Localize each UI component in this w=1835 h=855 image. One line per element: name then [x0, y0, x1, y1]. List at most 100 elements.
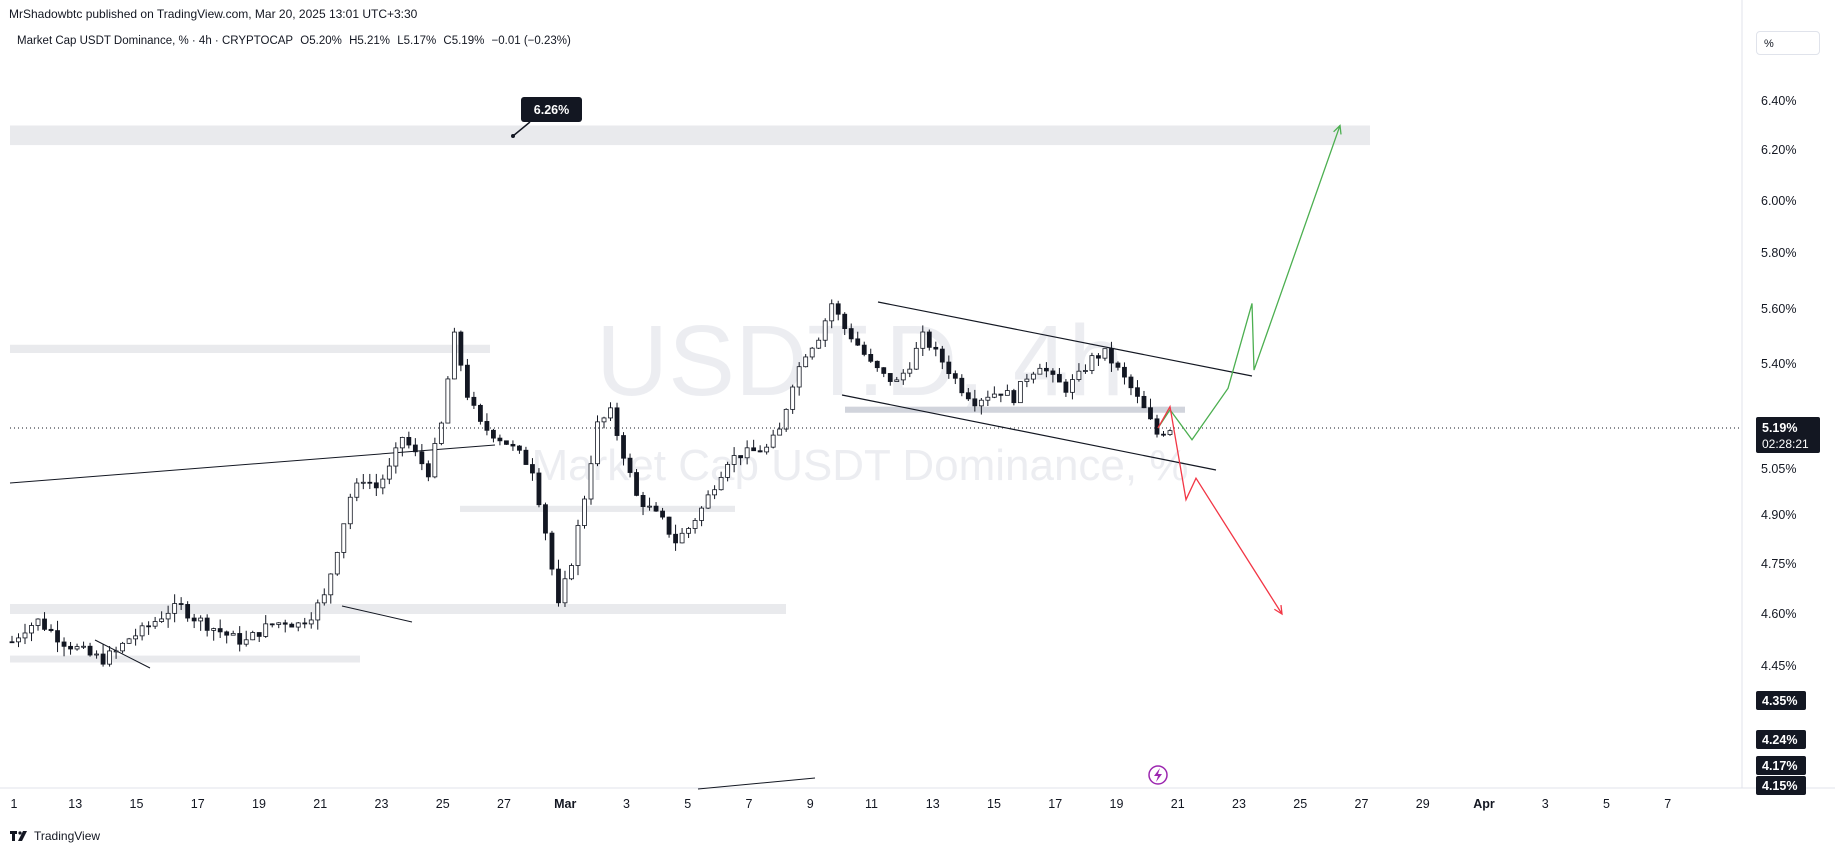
price-zone[interactable] — [10, 655, 360, 663]
candle — [926, 329, 932, 351]
candle — [360, 474, 366, 490]
price-tick-label: 4.75% — [1761, 557, 1796, 571]
candle — [725, 461, 731, 482]
candle — [757, 445, 763, 453]
candle — [627, 453, 633, 478]
candle — [250, 630, 256, 641]
legend-low: L5.17% — [397, 35, 437, 47]
price-zone[interactable] — [845, 406, 1185, 413]
annotation-label: 6.26% — [534, 103, 569, 117]
candle — [224, 630, 230, 644]
candle — [9, 635, 15, 644]
candle — [582, 495, 587, 529]
economic-event-icon[interactable] — [1148, 765, 1168, 785]
candle — [575, 519, 581, 576]
time-tick-label: 3 — [1542, 797, 1549, 811]
candle — [282, 619, 288, 633]
candle — [315, 599, 321, 630]
candle — [354, 478, 360, 502]
candle — [204, 614, 210, 637]
candle — [178, 597, 184, 610]
candle — [712, 485, 718, 500]
candle — [673, 524, 678, 551]
candle — [139, 622, 145, 641]
legend-symbol[interactable]: Market Cap USDT Dominance, % · 4h · CRYP… — [17, 35, 294, 47]
candle — [1024, 373, 1030, 388]
candle — [55, 620, 60, 653]
candle — [471, 391, 477, 409]
last-price-badge: 5.19% 02:28:21 — [1756, 417, 1820, 453]
candle — [491, 428, 496, 443]
candle — [809, 346, 815, 360]
price-zone[interactable] — [10, 344, 490, 353]
bar-countdown: 02:28:21 — [1762, 437, 1809, 451]
candle — [243, 630, 249, 647]
price-chart[interactable]: USDT.D, 4h Market Cap USDT Dominance, % … — [0, 0, 1835, 825]
time-tick-label: 17 — [191, 797, 205, 811]
candle — [464, 358, 470, 401]
candle — [191, 613, 197, 629]
time-tick-label: 17 — [1048, 797, 1062, 811]
candle — [458, 330, 464, 372]
candle — [666, 516, 672, 538]
candle — [848, 323, 854, 343]
candle — [94, 650, 99, 659]
candle — [419, 444, 425, 471]
axis-badge-label: 4.15% — [1762, 779, 1797, 793]
channel-lower-line[interactable] — [841, 394, 1217, 471]
legend-close: C5.19% — [443, 35, 485, 47]
candle — [1167, 429, 1173, 436]
small-trendline-b[interactable] — [341, 605, 413, 623]
price-axis[interactable]: 6.40% 6.20% 6.00% 5.80% 5.60% 5.40% 5.05% 4.90%… — [1761, 94, 1796, 673]
candle — [1096, 353, 1101, 366]
candle — [276, 622, 282, 629]
candle — [1030, 371, 1036, 384]
price-zone[interactable] — [10, 125, 1370, 146]
candle — [412, 438, 418, 457]
price-zone[interactable] — [10, 604, 786, 614]
candle — [1063, 379, 1069, 397]
candle — [146, 621, 152, 635]
time-tick-label: 13 — [926, 797, 940, 811]
candle — [321, 588, 327, 606]
candle — [438, 421, 444, 446]
candle — [744, 440, 750, 465]
candle — [965, 387, 971, 402]
candle — [829, 299, 835, 329]
time-axis[interactable]: 1 13 15 17 19 21 23 25 27 Mar 3 5 7 9 11 13 15 17 19 21 23 25… — [11, 797, 1672, 811]
price-scale-unit-button[interactable]: % — [1756, 31, 1820, 55]
candle — [835, 300, 841, 321]
channel-upper-line[interactable] — [877, 301, 1253, 377]
small-trendline-a[interactable] — [94, 639, 151, 669]
candle — [952, 370, 958, 385]
candle — [556, 559, 561, 607]
price-tick-label: 5.40% — [1761, 357, 1796, 371]
candle — [399, 436, 405, 457]
price-zone[interactable] — [460, 505, 735, 512]
bullish-projection-path[interactable] — [1157, 125, 1341, 441]
legend-change: −0.01 (−0.23%) — [491, 35, 571, 47]
bearish-projection-path[interactable] — [1157, 404, 1283, 615]
price-tick-label: 6.40% — [1761, 94, 1796, 108]
tradingview-brand[interactable]: TradingView — [10, 829, 100, 843]
small-trendline-c[interactable] — [697, 777, 816, 790]
candle — [211, 627, 217, 641]
candle — [497, 434, 503, 446]
candle — [263, 615, 269, 638]
candle — [22, 623, 28, 645]
candle — [1050, 368, 1056, 383]
time-tick-label: 9 — [807, 797, 814, 811]
candle — [152, 616, 158, 629]
candle — [217, 619, 223, 638]
candle — [172, 594, 178, 623]
candle — [341, 523, 347, 559]
axis-badge-label: 4.24% — [1762, 733, 1797, 747]
candle — [530, 458, 535, 481]
price-tick-label: 5.60% — [1761, 302, 1796, 316]
candle — [608, 402, 613, 421]
candle — [692, 518, 698, 534]
candle — [68, 641, 73, 655]
price-tick-label: 4.45% — [1761, 659, 1796, 673]
price-annotation[interactable]: 6.26% — [511, 97, 582, 138]
time-tick-label: 15 — [987, 797, 1001, 811]
